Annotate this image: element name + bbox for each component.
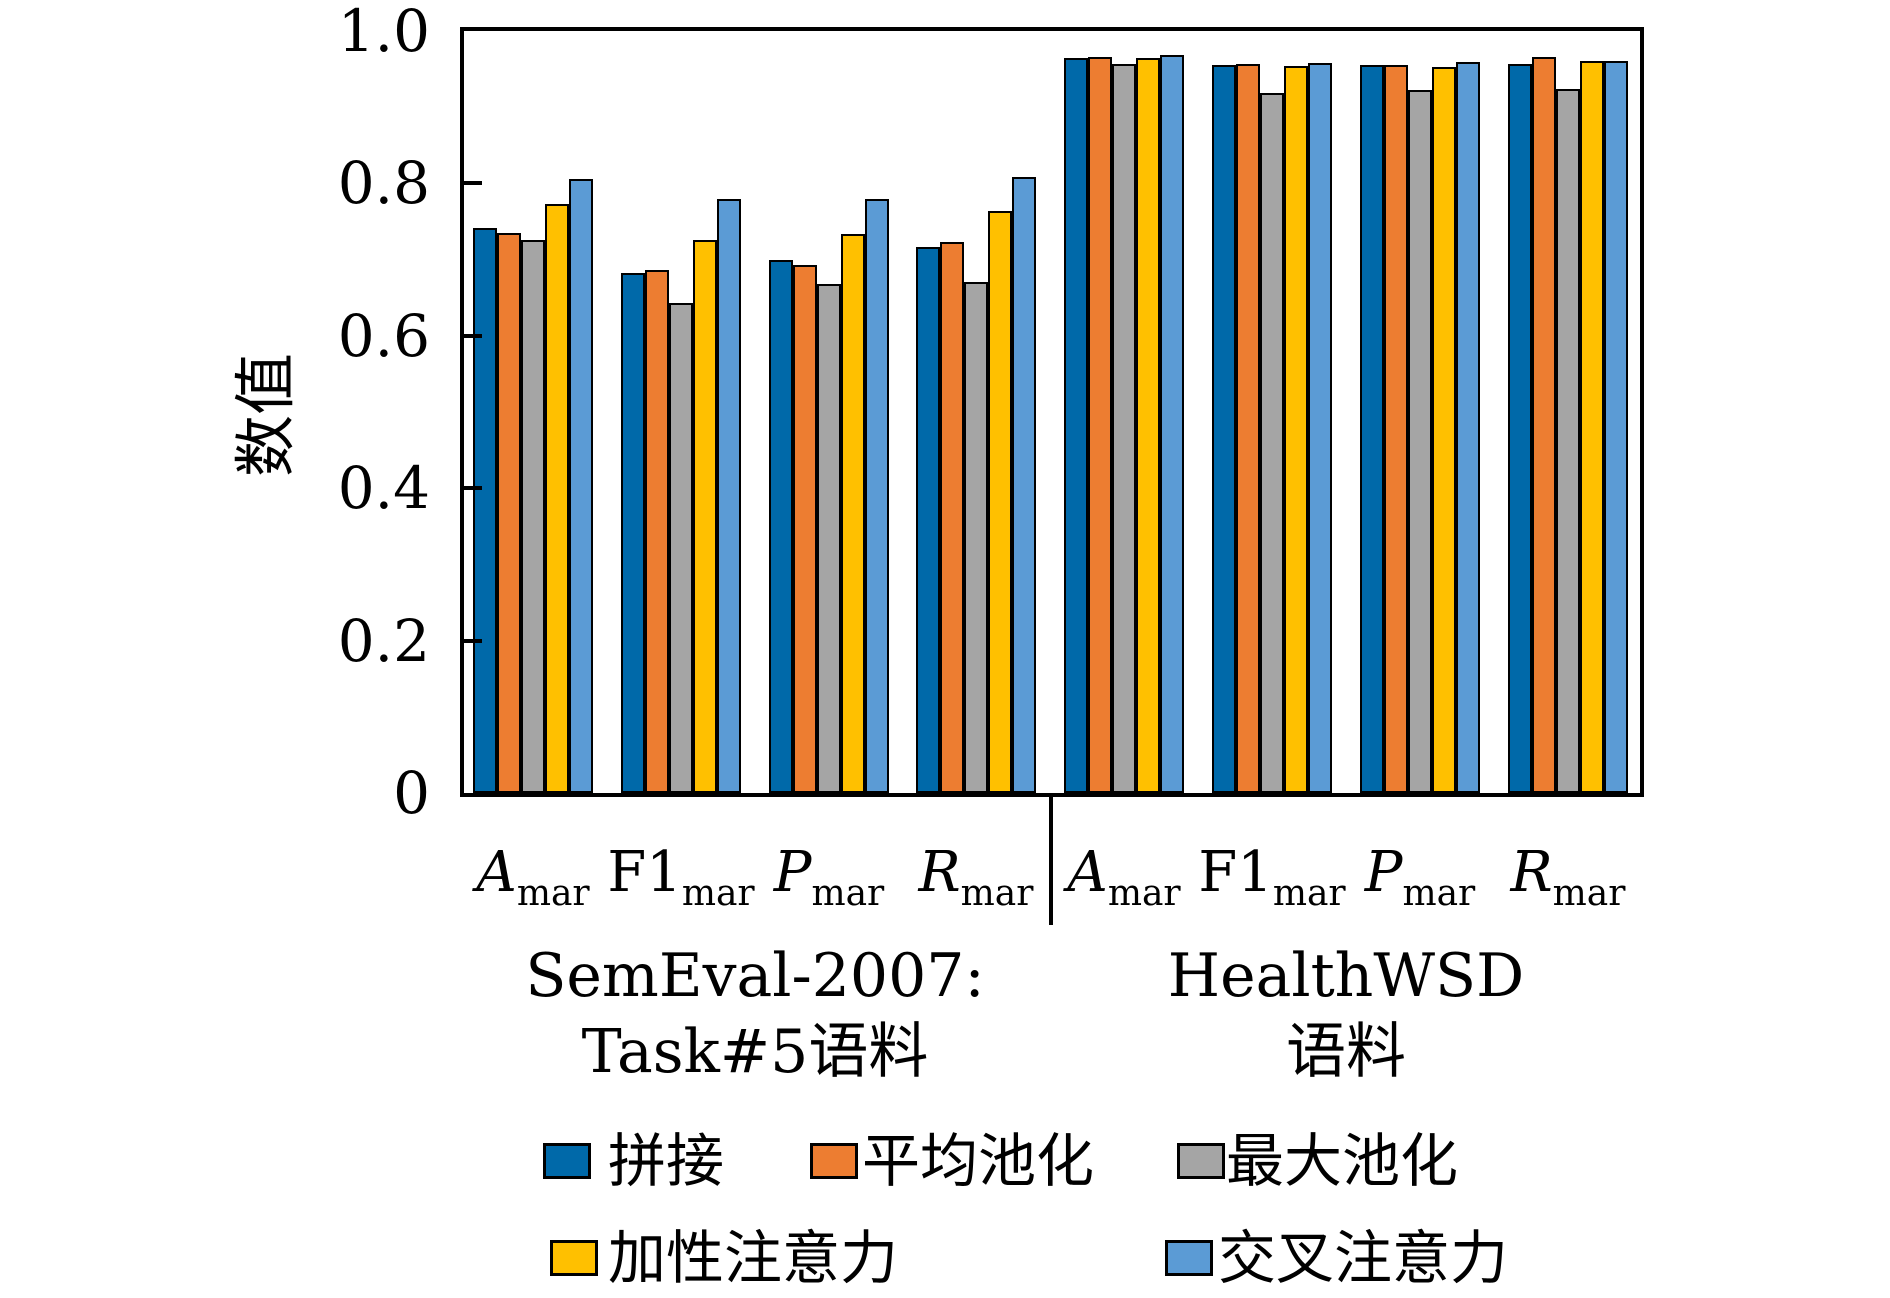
x-label-P-g1: Pmar <box>1364 840 1476 914</box>
bar-加性注意力-c7 <box>1580 61 1604 793</box>
y-tick-label-1.0: 1.0 <box>337 0 430 65</box>
group-label-semeval-line1: SemEval-2007: <box>525 941 985 1011</box>
bar-最大池化-c3 <box>964 282 988 793</box>
bar-加性注意力-c3 <box>988 211 1012 793</box>
bar-拼接-c2 <box>769 260 793 793</box>
bar-加性注意力-c1 <box>693 240 717 793</box>
group-label-healthwsd: HealthWSD 语料 <box>946 938 1746 1090</box>
y-tick-label-0.6: 0.6 <box>337 302 430 370</box>
bar-拼接-c6 <box>1360 65 1384 793</box>
x-label-F1-g0: F1mar <box>607 840 755 914</box>
bar-拼接-c3 <box>916 247 940 793</box>
y-tick-mark <box>464 486 482 490</box>
bar-最大池化-c0 <box>521 240 545 793</box>
bar-交叉注意力-c0 <box>569 179 593 793</box>
legend-swatch-最大池化 <box>1177 1143 1225 1179</box>
bar-加性注意力-c0 <box>545 204 569 793</box>
group-label-semeval-line2: Task#5语料 <box>581 1017 929 1087</box>
legend-swatch-平均池化 <box>810 1143 858 1179</box>
bar-交叉注意力-c2 <box>865 199 889 793</box>
x-label-A-g0: Amar <box>476 840 590 914</box>
bar-加性注意力-c4 <box>1136 58 1160 793</box>
bar-拼接-c5 <box>1212 65 1236 793</box>
bar-交叉注意力-c4 <box>1160 55 1184 793</box>
bar-拼接-c1 <box>621 273 645 793</box>
x-label-R-g0: Rmar <box>918 840 1034 914</box>
bar-平均池化-c4 <box>1088 57 1112 793</box>
y-tick-label-0.2: 0.2 <box>337 607 430 675</box>
bars-layer <box>464 31 1640 793</box>
legend-label-最大池化: 最大池化 <box>1226 1127 1459 1195</box>
bar-加性注意力-c5 <box>1284 66 1308 793</box>
y-tick-mark <box>464 334 482 338</box>
bar-最大池化-c5 <box>1260 93 1284 793</box>
bar-加性注意力-c2 <box>841 234 865 793</box>
bar-拼接-c4 <box>1064 58 1088 793</box>
bar-平均池化-c3 <box>940 242 964 793</box>
bar-加性注意力-c6 <box>1432 67 1456 793</box>
bar-平均池化-c7 <box>1532 57 1556 793</box>
y-tick-label-0.4: 0.4 <box>337 454 430 522</box>
y-tick-label-0: 0 <box>393 759 430 827</box>
bar-平均池化-c5 <box>1236 64 1260 793</box>
bar-拼接-c0 <box>473 228 497 793</box>
legend-label-加性注意力: 加性注意力 <box>608 1224 899 1292</box>
group-label-healthwsd-line1: HealthWSD <box>1167 941 1525 1011</box>
bar-最大池化-c2 <box>817 284 841 793</box>
y-tick-mark <box>464 181 482 185</box>
x-label-F1-g1: F1mar <box>1198 840 1346 914</box>
y-tick-mark <box>464 639 482 643</box>
bar-最大池化-c4 <box>1112 64 1136 793</box>
legend-label-交叉注意力: 交叉注意力 <box>1218 1224 1509 1292</box>
bar-平均池化-c1 <box>645 270 669 793</box>
x-label-R-g1: Rmar <box>1510 840 1626 914</box>
bar-平均池化-c2 <box>793 265 817 793</box>
legend-swatch-拼接 <box>543 1143 591 1179</box>
bar-交叉注意力-c7 <box>1604 61 1628 793</box>
x-label-A-g1: Amar <box>1067 840 1181 914</box>
legend-swatch-交叉注意力 <box>1165 1240 1213 1276</box>
y-tick-label-0.8: 0.8 <box>337 149 430 217</box>
bar-平均池化-c6 <box>1384 65 1408 793</box>
bar-交叉注意力-c5 <box>1308 63 1332 793</box>
bar-拼接-c7 <box>1508 64 1532 793</box>
group-label-healthwsd-line2: 语料 <box>1286 1017 1406 1087</box>
bar-最大池化-c1 <box>669 303 693 793</box>
bar-交叉注意力-c1 <box>717 199 741 793</box>
x-label-P-g0: Pmar <box>773 840 885 914</box>
bar-平均池化-c0 <box>497 233 521 793</box>
group-label-semeval: SemEval-2007: Task#5语料 <box>355 938 1155 1090</box>
legend-swatch-加性注意力 <box>550 1240 598 1276</box>
legend-label-平均池化: 平均池化 <box>862 1127 1095 1195</box>
bar-交叉注意力-c3 <box>1012 177 1036 793</box>
bar-交叉注意力-c6 <box>1456 62 1480 793</box>
bar-最大池化-c7 <box>1556 89 1580 793</box>
bar-最大池化-c6 <box>1408 90 1432 793</box>
legend-label-拼接: 拼接 <box>608 1127 725 1195</box>
group-divider-line <box>1049 793 1053 925</box>
